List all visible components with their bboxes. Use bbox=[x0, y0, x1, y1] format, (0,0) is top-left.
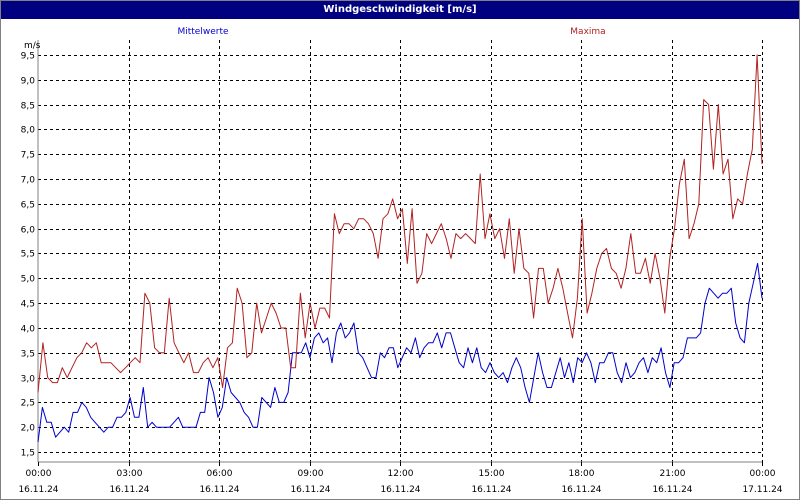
x-tick-date-label: 16.11.24 bbox=[18, 485, 58, 495]
y-tick-label: 7,5 bbox=[21, 151, 35, 161]
tick-labels: 1,5 2,0 2,5 3,0 3,5 4,0 4,5 5,0 5,5 6,0 6,5 7,0 7,5 8… bbox=[18, 52, 782, 496]
y-tick-label: 8,5 bbox=[21, 102, 35, 112]
legend-maxima: Maxima bbox=[570, 27, 605, 37]
y-tick-label: 4,5 bbox=[21, 300, 35, 310]
y-tick-label: 6,0 bbox=[21, 226, 36, 236]
y-tick-label: 4,0 bbox=[21, 325, 36, 335]
y-tick-label: 5,5 bbox=[21, 250, 35, 260]
y-tick-label: 7,0 bbox=[21, 176, 36, 186]
x-tick-time-label: 03:00 bbox=[117, 469, 143, 479]
y-tick-label: 3,5 bbox=[21, 350, 35, 360]
x-tick-time-label: 00:00 bbox=[26, 469, 52, 479]
x-tick-date-label: 16.11.24 bbox=[471, 485, 511, 495]
x-tick-date-label: 16.11.24 bbox=[380, 485, 420, 495]
y-tick-label: 1,5 bbox=[21, 449, 35, 459]
x-tick-time-label: 06:00 bbox=[207, 469, 233, 479]
x-tick-time-label: 21:00 bbox=[660, 469, 686, 479]
y-tick-label: 8,0 bbox=[21, 126, 36, 136]
series-lines bbox=[37, 54, 763, 443]
y-tick-label: 5,0 bbox=[21, 275, 36, 285]
series-line-maxima bbox=[37, 54, 763, 393]
x-tick-date-label: 16.11.24 bbox=[109, 485, 149, 495]
y-tick-label: 6,5 bbox=[21, 201, 35, 211]
x-tick-date-label: 16.11.24 bbox=[199, 485, 239, 495]
y-axis-unit-label: m/s bbox=[24, 41, 41, 51]
grid-lines bbox=[38, 40, 763, 462]
x-tick-time-label: 09:00 bbox=[298, 469, 324, 479]
x-tick-time-label: 00:00 bbox=[750, 469, 776, 479]
x-tick-time-label: 12:00 bbox=[388, 469, 414, 479]
y-tick-label: 9,5 bbox=[21, 52, 35, 62]
legend-mittelwerte: Mittelwerte bbox=[177, 27, 228, 37]
x-tick-date-label: 17.11.24 bbox=[742, 485, 782, 495]
y-tick-label: 9,0 bbox=[21, 77, 36, 87]
x-tick-time-label: 15:00 bbox=[479, 469, 505, 479]
y-tick-label: 2,5 bbox=[21, 399, 35, 409]
y-tick-label: 2,0 bbox=[21, 424, 36, 434]
y-tick-label: 3,0 bbox=[21, 375, 36, 385]
x-tick-date-label: 16.11.24 bbox=[561, 485, 601, 495]
series-line-mittelwerte bbox=[37, 262, 763, 443]
x-tick-date-label: 16.11.24 bbox=[290, 485, 330, 495]
chart-title: Windgeschwindigkeit [m/s] bbox=[1, 1, 799, 19]
x-tick-date-label: 16.11.24 bbox=[652, 485, 692, 495]
x-tick-time-label: 18:00 bbox=[569, 469, 595, 479]
